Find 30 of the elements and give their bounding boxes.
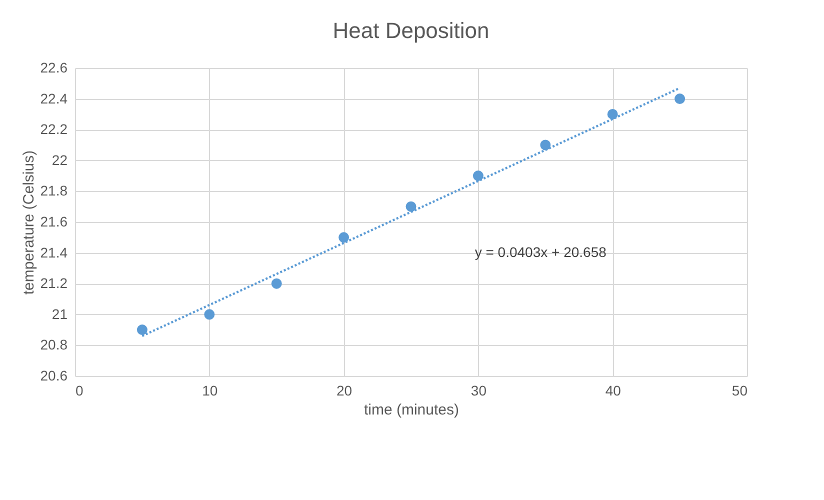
x-tick-label: 30: [470, 382, 487, 398]
y-tick-label: 21.8: [40, 182, 68, 199]
x-tick-label: 0: [76, 382, 84, 398]
y-tick-label: 22.2: [40, 121, 68, 138]
point: [674, 94, 686, 104]
point: [540, 140, 551, 150]
chart-title: Heat Deposition: [332, 18, 490, 43]
y-tick-label: 21.2: [40, 275, 68, 292]
point: [136, 324, 148, 336]
x-tick-label: 50: [732, 382, 748, 398]
y-tick-label: 22: [52, 152, 68, 168]
y-tick-label: 21.4: [40, 244, 68, 260]
y-tick-label: 20.6: [40, 368, 68, 384]
x-tick-label: 20: [336, 382, 352, 398]
y-tick-label: 20.8: [40, 336, 68, 353]
x-tick-label: 40: [605, 382, 622, 398]
point: [406, 201, 416, 212]
point: [472, 170, 484, 182]
point: [271, 278, 282, 289]
y-tick-label: 22.6: [40, 60, 68, 76]
point: [607, 108, 618, 120]
point: [204, 309, 215, 320]
x-axis-title: time (minutes): [364, 402, 460, 418]
y-tick-label: 22.4: [40, 90, 68, 106]
y-tick-label: 21.6: [40, 214, 68, 230]
x-tick-label: 10: [202, 382, 218, 398]
annotation: y = 0.0403x + 20.658: [474, 244, 607, 260]
y-tick-label: 21: [52, 306, 68, 322]
point: [338, 232, 350, 243]
y-axis-title: temperature (Celsius): [20, 150, 38, 295]
